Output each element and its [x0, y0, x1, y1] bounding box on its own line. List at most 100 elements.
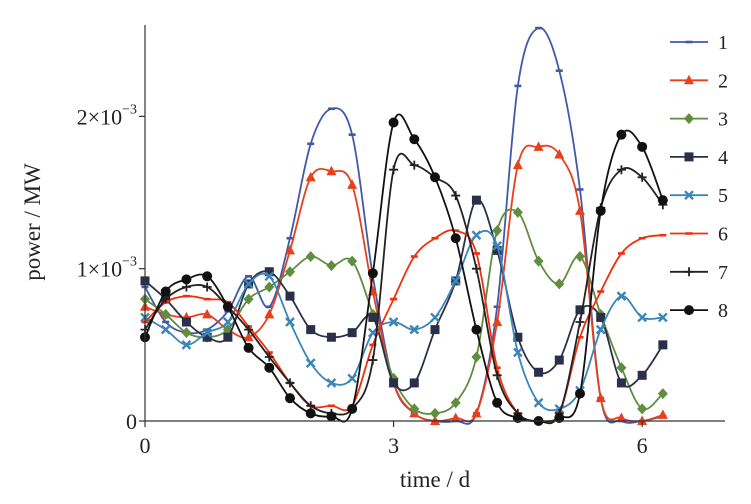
data-point-1 [286, 236, 294, 240]
data-point-2 [347, 179, 358, 189]
data-point-7 [244, 325, 254, 335]
data-point-6 [659, 233, 667, 237]
x-tick-label: 6 [637, 433, 648, 458]
data-point-3 [575, 251, 585, 263]
data-point-5 [388, 317, 399, 327]
data-point-8 [305, 408, 316, 419]
data-point-2 [202, 308, 213, 319]
data-point-3 [181, 327, 192, 339]
data-point-2 [595, 392, 606, 403]
data-point-4 [326, 332, 336, 342]
data-point-6 [597, 290, 605, 293]
data-point-5 [430, 312, 440, 323]
data-point-3 [492, 225, 503, 237]
data-point-6 [638, 236, 646, 240]
data-point-1 [265, 305, 273, 309]
series-line-8 [144, 113, 664, 423]
legend-marker [684, 190, 694, 201]
data-point-3 [533, 255, 544, 267]
series-line-1 [144, 27, 664, 425]
data-point-3 [409, 403, 420, 415]
legend-marker [685, 232, 693, 235]
data-point-1 [555, 69, 563, 72]
data-point-5 [202, 327, 212, 338]
data-point-4 [285, 291, 295, 301]
data-point-1 [576, 188, 584, 191]
y-tick-label: 1×10−3 [77, 255, 137, 282]
data-point-3 [471, 351, 482, 363]
series-1 [141, 26, 667, 425]
data-point-3 [326, 260, 337, 272]
data-point-3 [450, 397, 461, 409]
data-point-1 [535, 26, 543, 30]
legend-marker [684, 113, 694, 125]
legend-label: 1 [718, 32, 728, 54]
data-point-8 [202, 271, 213, 282]
data-point-5 [513, 347, 523, 358]
data-point-4 [368, 312, 378, 322]
data-point-6 [576, 335, 584, 339]
data-point-8 [367, 268, 378, 279]
data-point-5 [595, 324, 606, 335]
data-point-8 [595, 205, 606, 216]
y-tick-label: 2×10−3 [77, 102, 137, 129]
data-point-7 [264, 352, 274, 362]
legend-marker [685, 40, 693, 44]
legend-label: 8 [718, 300, 728, 322]
axes [144, 25, 725, 422]
data-point-4 [534, 367, 544, 377]
data-point-6 [369, 343, 377, 347]
legend-label: 4 [718, 147, 728, 169]
data-point-1 [162, 320, 170, 324]
data-point-5 [285, 317, 295, 327]
data-point-2 [430, 415, 440, 425]
data-point-3 [554, 278, 565, 290]
data-point-2 [243, 331, 254, 342]
data-point-8 [347, 403, 358, 414]
data-point-8 [471, 324, 482, 335]
x-tick-label: 0 [140, 433, 151, 458]
y-axis-title: power / MW [20, 163, 45, 281]
data-point-3 [305, 251, 316, 263]
data-point-2 [575, 205, 585, 215]
data-point-8 [409, 134, 420, 145]
data-point-7 [492, 370, 502, 380]
data-point-5 [243, 279, 254, 289]
data-point-7 [575, 317, 585, 327]
data-point-1 [493, 305, 501, 309]
legend-label: 5 [718, 185, 728, 207]
data-point-3 [347, 255, 358, 267]
data-point-6 [265, 351, 273, 354]
data-point-2 [616, 412, 627, 422]
data-point-2 [285, 244, 295, 255]
data-point-7 [285, 378, 295, 388]
data-point-6 [431, 236, 439, 240]
legend-marker [684, 305, 694, 316]
y-ticks: 0 1×10−3 2×10−3 [77, 102, 145, 434]
data-point-7 [368, 355, 378, 365]
data-point-4 [492, 245, 502, 255]
legend-item-6: 6 [670, 224, 728, 246]
data-point-8 [637, 141, 648, 152]
data-point-8 [657, 195, 668, 206]
legend-item-3: 3 [670, 109, 728, 131]
data-point-4 [202, 332, 212, 342]
data-point-2 [492, 316, 503, 326]
legend-item-8: 8 [670, 300, 728, 322]
data-point-8 [450, 233, 461, 244]
data-point-5 [450, 276, 461, 286]
data-point-6 [452, 229, 460, 232]
data-point-8 [285, 393, 295, 404]
data-point-8 [388, 117, 399, 128]
data-point-1 [327, 107, 335, 111]
data-point-6 [410, 255, 418, 258]
data-point-4 [596, 312, 606, 322]
legend-marker [684, 267, 694, 277]
data-point-6 [203, 297, 211, 301]
data-point-2 [657, 409, 668, 419]
data-point-4 [554, 355, 564, 365]
series-line-7 [144, 152, 664, 425]
legend-label: 2 [718, 70, 728, 92]
x-ticks: 0 3 6 [140, 421, 648, 458]
